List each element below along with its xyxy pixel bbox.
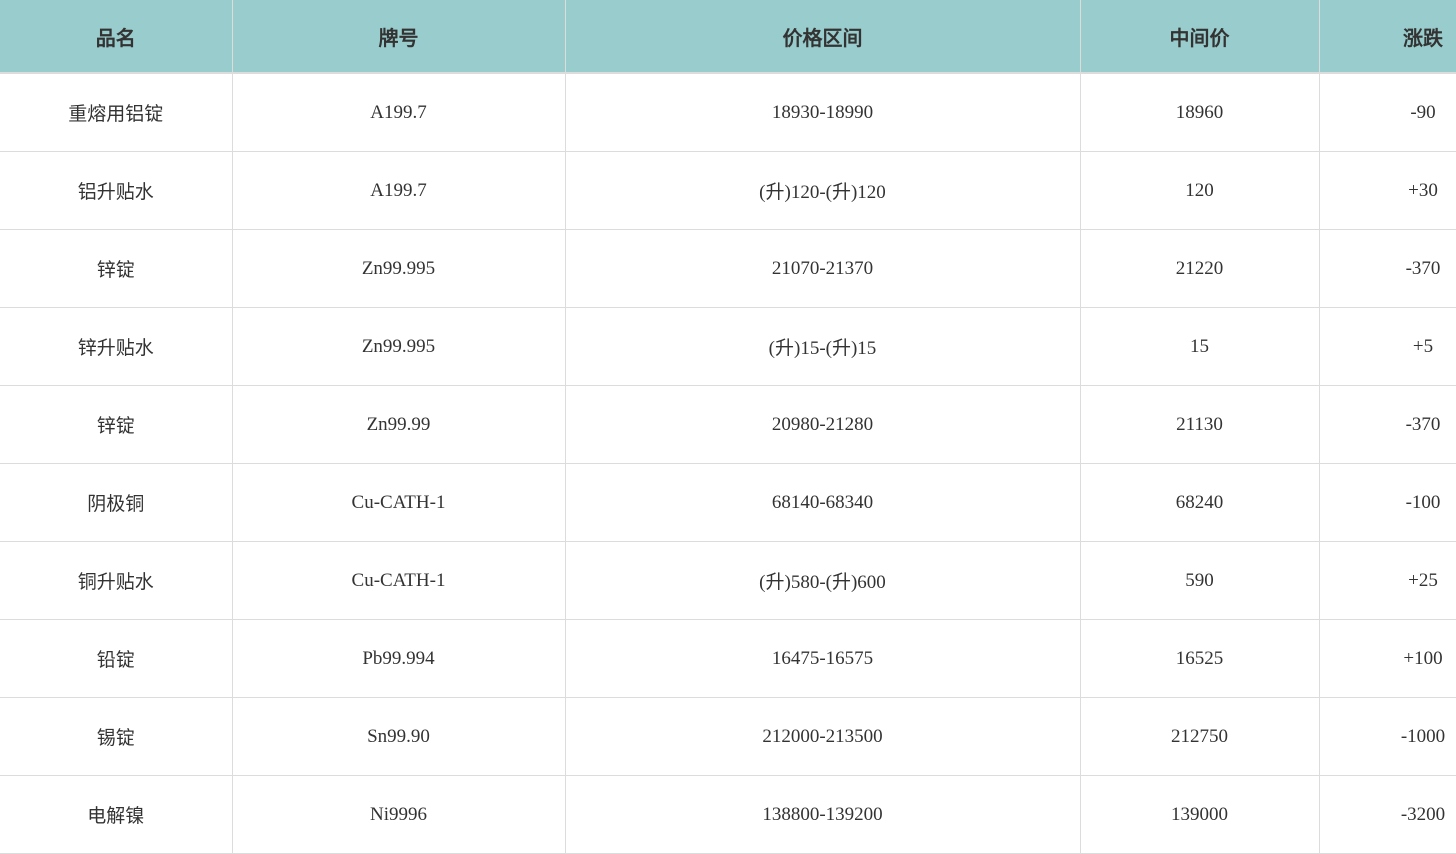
cell-price-range: 68140-68340 [565,463,1081,542]
table-row: 锡锭 Sn99.90 212000-213500 212750 -1000 [0,697,1456,776]
cell-grade: Cu-CATH-1 [232,541,566,620]
cell-grade: Sn99.90 [232,697,566,776]
header-grade: 牌号 [232,0,566,74]
table-row: 锌锭 Zn99.995 21070-21370 21220 -370 [0,229,1456,308]
cell-change: -100 [1319,463,1456,542]
cell-price-range: 138800-139200 [565,775,1081,854]
cell-mid-price: 21130 [1080,385,1320,464]
table-row: 锌升贴水 Zn99.995 (升)15-(升)15 15 +5 [0,307,1456,386]
cell-mid-price: 590 [1080,541,1320,620]
cell-mid-price: 15 [1080,307,1320,386]
table-row: 铅锭 Pb99.994 16475-16575 16525 +100 [0,619,1456,698]
cell-change: +30 [1319,151,1456,230]
cell-change: +100 [1319,619,1456,698]
header-price-range: 价格区间 [565,0,1081,74]
cell-price-range: (升)120-(升)120 [565,151,1081,230]
cell-mid-price: 212750 [1080,697,1320,776]
cell-mid-price: 120 [1080,151,1320,230]
cell-change: -1000 [1319,697,1456,776]
cell-mid-price: 16525 [1080,619,1320,698]
cell-name: 电解镍 [0,775,233,854]
table-row: 锌锭 Zn99.99 20980-21280 21130 -370 [0,385,1456,464]
cell-mid-price: 18960 [1080,73,1320,152]
cell-grade: Pb99.994 [232,619,566,698]
table-header-row: 品名 牌号 价格区间 中间价 涨跌 [0,0,1456,74]
cell-grade: A199.7 [232,151,566,230]
cell-change: +5 [1319,307,1456,386]
header-name: 品名 [0,0,233,74]
cell-mid-price: 139000 [1080,775,1320,854]
table-row: 阴极铜 Cu-CATH-1 68140-68340 68240 -100 [0,463,1456,542]
cell-grade: Zn99.995 [232,307,566,386]
cell-name: 铜升贴水 [0,541,233,620]
header-mid-price: 中间价 [1080,0,1320,74]
cell-name: 锌锭 [0,385,233,464]
cell-price-range: 212000-213500 [565,697,1081,776]
cell-price-range: 16475-16575 [565,619,1081,698]
cell-change: -3200 [1319,775,1456,854]
cell-change: -370 [1319,229,1456,308]
cell-price-range: 18930-18990 [565,73,1081,152]
table-row: 铜升贴水 Cu-CATH-1 (升)580-(升)600 590 +25 [0,541,1456,620]
cell-change: -370 [1319,385,1456,464]
cell-name: 铝升贴水 [0,151,233,230]
cell-price-range: (升)15-(升)15 [565,307,1081,386]
cell-change: +25 [1319,541,1456,620]
cell-name: 铅锭 [0,619,233,698]
cell-name: 锌锭 [0,229,233,308]
cell-mid-price: 68240 [1080,463,1320,542]
cell-name: 重熔用铝锭 [0,73,233,152]
cell-change: -90 [1319,73,1456,152]
cell-price-range: 21070-21370 [565,229,1081,308]
cell-grade: Cu-CATH-1 [232,463,566,542]
cell-grade: Zn99.99 [232,385,566,464]
table-row: 电解镍 Ni9996 138800-139200 139000 -3200 [0,775,1456,854]
cell-mid-price: 21220 [1080,229,1320,308]
cell-price-range: 20980-21280 [565,385,1081,464]
cell-name: 锡锭 [0,697,233,776]
table-row: 重熔用铝锭 A199.7 18930-18990 18960 -90 [0,73,1456,152]
cell-name: 锌升贴水 [0,307,233,386]
cell-price-range: (升)580-(升)600 [565,541,1081,620]
cell-grade: Ni9996 [232,775,566,854]
table-row: 铝升贴水 A199.7 (升)120-(升)120 120 +30 [0,151,1456,230]
cell-grade: A199.7 [232,73,566,152]
cell-name: 阴极铜 [0,463,233,542]
header-change: 涨跌 [1319,0,1456,74]
cell-grade: Zn99.995 [232,229,566,308]
